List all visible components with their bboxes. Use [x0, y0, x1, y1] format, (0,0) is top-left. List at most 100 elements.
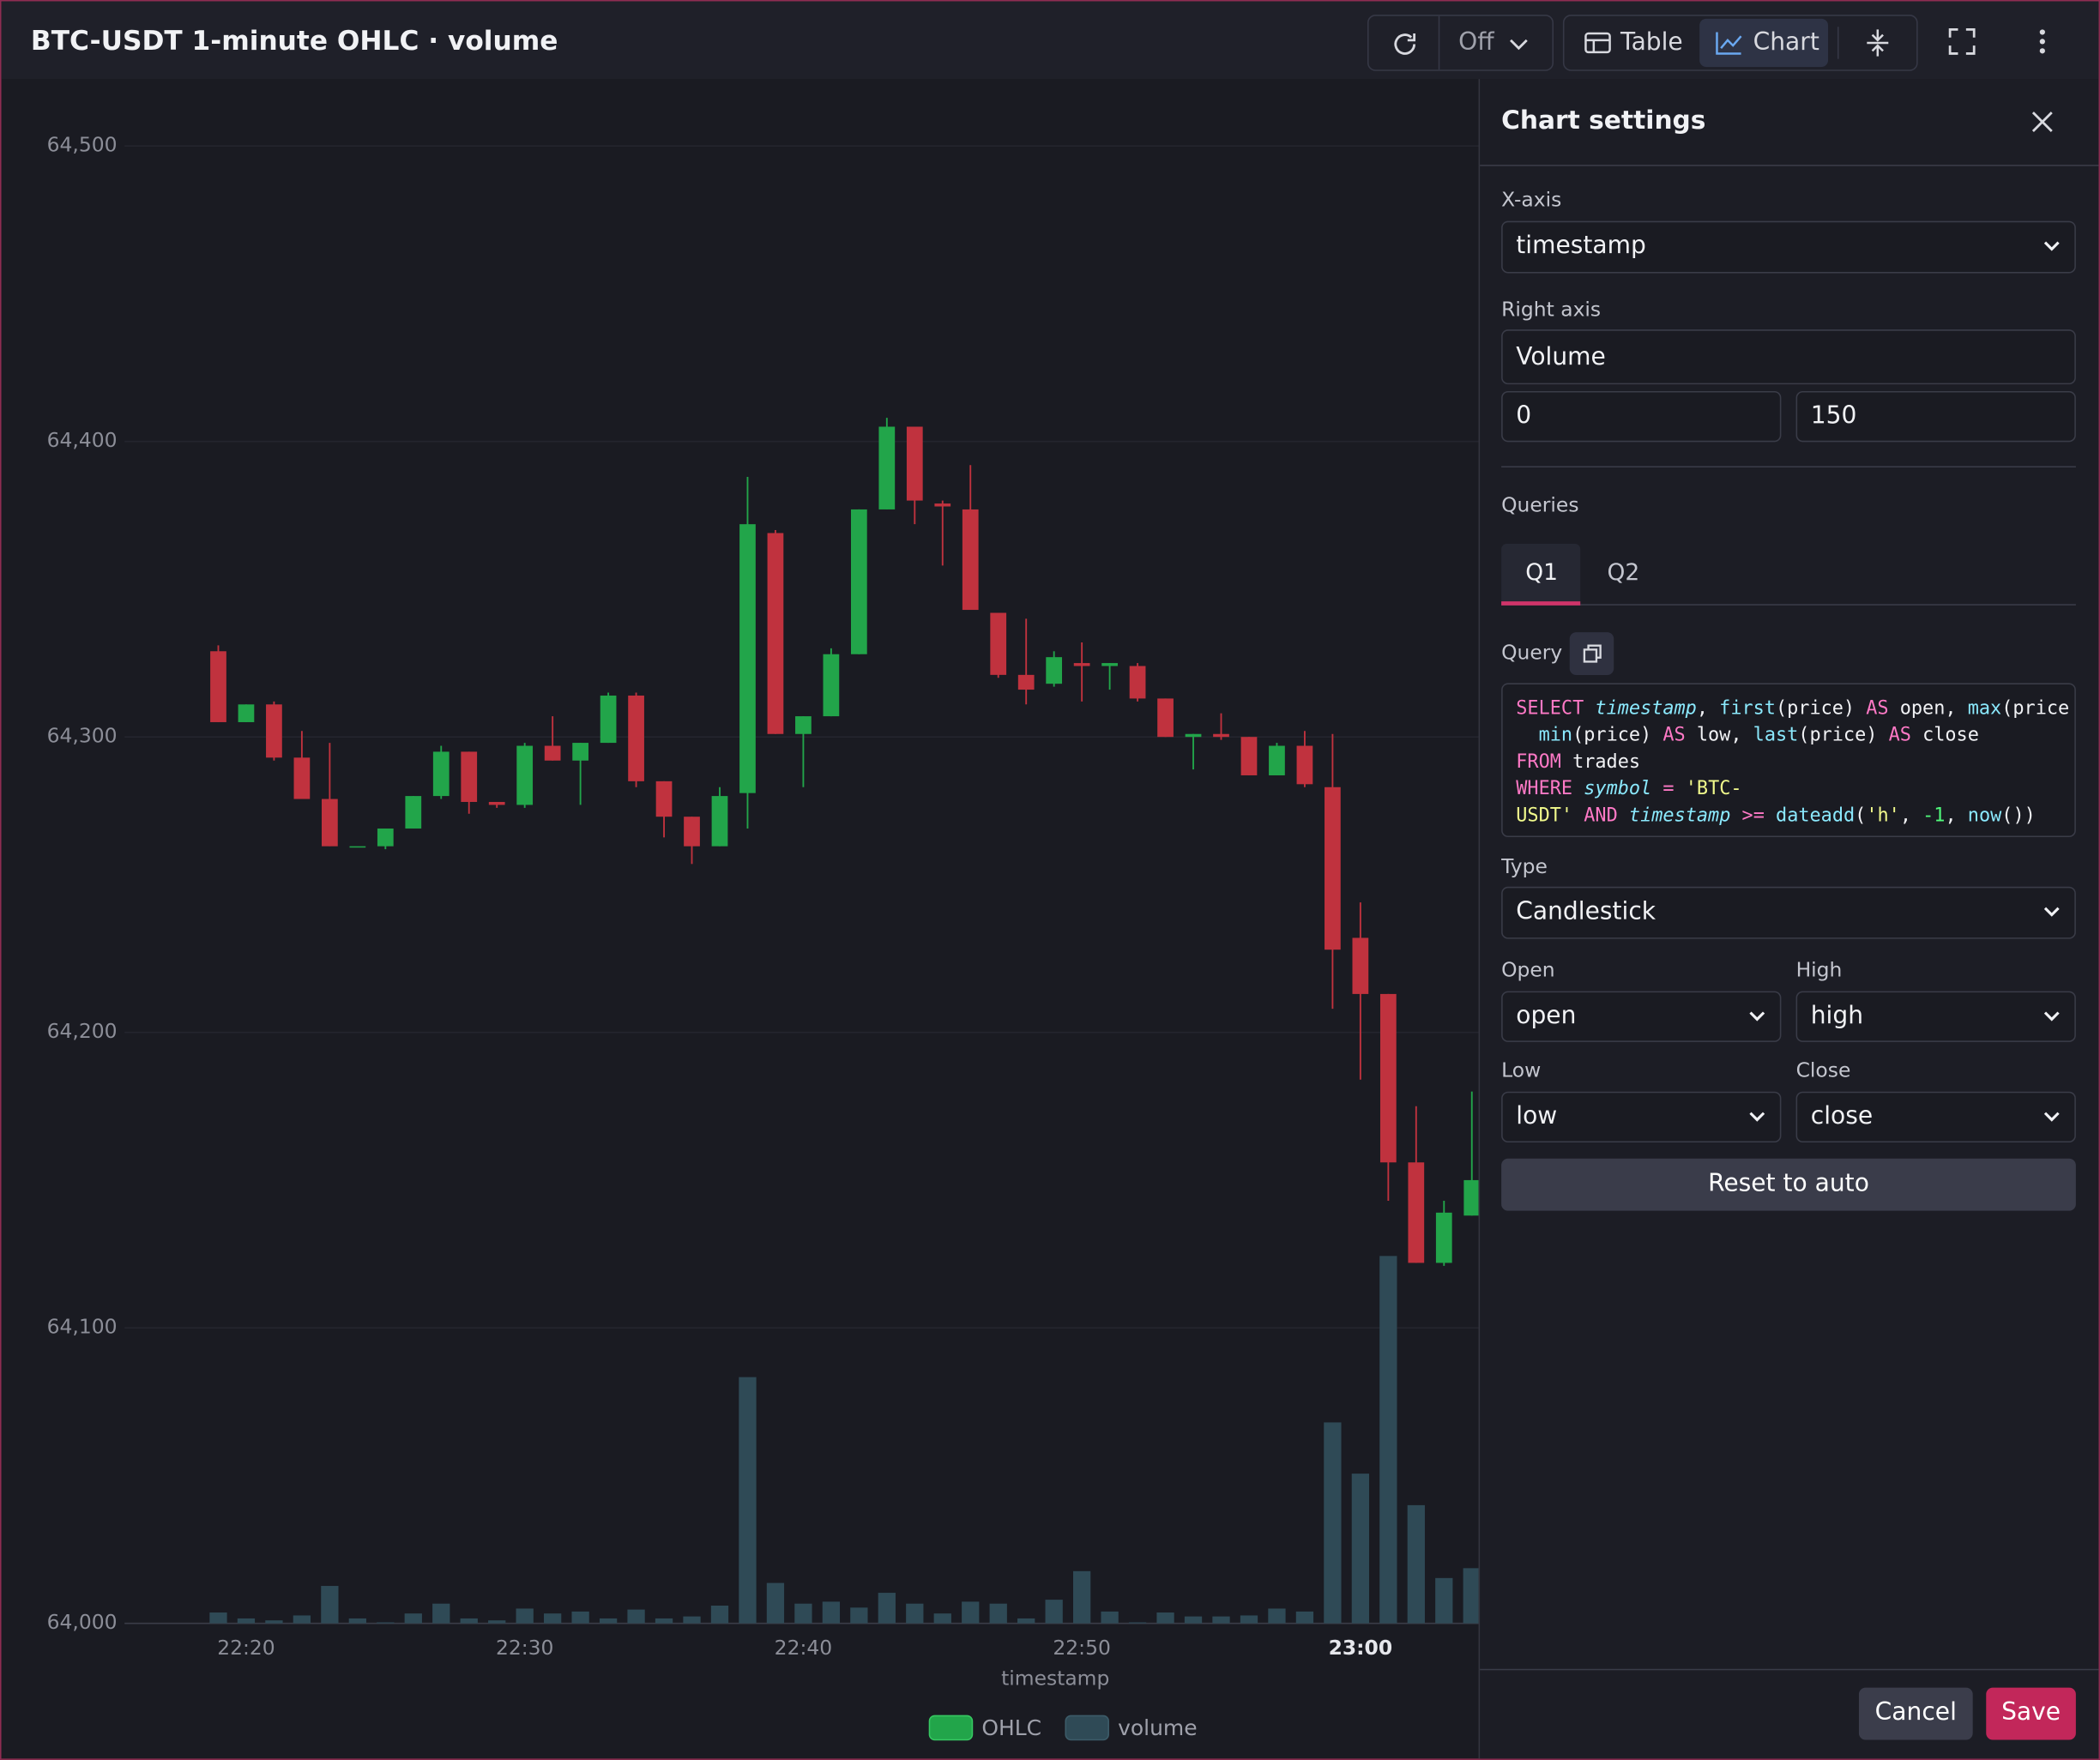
candle-body	[711, 796, 728, 847]
reset-button[interactable]: Reset to auto	[1501, 1158, 2076, 1211]
volume-bar	[488, 1620, 506, 1624]
high-select[interactable]: high	[1795, 991, 2076, 1042]
select-value: high	[1810, 1002, 1864, 1030]
candle-body	[600, 695, 617, 744]
fullscreen-icon[interactable]	[1948, 27, 1976, 55]
panel-title: Chart settings	[1501, 105, 1706, 136]
volume-bar	[766, 1582, 785, 1624]
divider	[1438, 15, 1440, 70]
candle-body	[544, 745, 561, 761]
volume-bar	[933, 1613, 951, 1624]
volume-bar	[1184, 1616, 1203, 1624]
x-axis-title: timestamp	[1001, 1667, 1109, 1691]
volume-bar	[460, 1618, 478, 1624]
field-label: High	[1795, 957, 1843, 982]
volume-bar	[1407, 1504, 1425, 1624]
divider	[1501, 466, 2076, 467]
query-tab[interactable]: Q1	[1525, 559, 1558, 587]
volume-bar	[544, 1613, 562, 1624]
volume-bar	[1045, 1600, 1063, 1624]
x-tick-label: 22:50	[1053, 1636, 1110, 1660]
volume-bar	[321, 1586, 339, 1624]
volume-bar	[822, 1601, 841, 1624]
x-tick-label: 23:00	[1329, 1636, 1393, 1660]
y-tick-label: 64,200	[47, 1019, 118, 1043]
refresh-interval[interactable]: Off	[1458, 27, 1494, 57]
candle-body	[1408, 1162, 1425, 1263]
chevron-icon	[1749, 1011, 1765, 1022]
candle-body	[1101, 663, 1118, 666]
volume-bar	[1295, 1611, 1314, 1624]
legend-label: volume	[1118, 1715, 1197, 1740]
chart-button-bg[interactable]	[1699, 18, 1829, 68]
type-select[interactable]: Candlestick	[1501, 886, 2076, 939]
tab-bg[interactable]	[1501, 544, 1581, 605]
volume-bar	[1240, 1615, 1258, 1624]
refresh-icon[interactable]	[1391, 29, 1420, 58]
y-tick-label: 64,500	[47, 133, 118, 157]
volume-bar	[850, 1607, 868, 1624]
field-label: Type	[1501, 854, 1548, 879]
candle-body	[210, 651, 226, 722]
right-axis-min[interactable]: 0	[1501, 390, 1782, 443]
volume-bar	[683, 1616, 701, 1624]
copy-icon	[1583, 644, 1602, 663]
candle-body	[934, 503, 951, 507]
candle-body	[432, 751, 450, 797]
chart-icon	[1716, 32, 1742, 55]
y-tick-label: 64,300	[47, 724, 118, 748]
cancel-button[interactable]: Cancel	[1858, 1687, 1973, 1740]
query-tab[interactable]: Q2	[1607, 559, 1640, 587]
volume-bar	[1379, 1256, 1397, 1624]
query-editor[interactable]: SELECT timestamp, first(price) AS open, …	[1501, 683, 2076, 837]
chevron-icon	[2043, 907, 2060, 917]
candle-body	[1296, 745, 1313, 785]
volume-bar	[989, 1603, 1007, 1624]
query-line: WHERE symbol = 'BTC-	[1516, 778, 1742, 800]
low-select[interactable]: low	[1501, 1091, 1782, 1143]
field-label: Open	[1501, 957, 1555, 982]
save-button[interactable]: Save	[1986, 1687, 2076, 1740]
table-button[interactable]: Table	[1620, 27, 1683, 57]
right-axis-max[interactable]: 150	[1795, 390, 2076, 443]
volume-bar	[655, 1618, 673, 1624]
volume-bar	[265, 1620, 283, 1624]
candle-body	[572, 743, 588, 761]
candle-body	[238, 704, 255, 722]
candle-body	[684, 817, 700, 847]
candle-body	[1046, 657, 1063, 684]
y-tick-label: 64,100	[47, 1315, 118, 1339]
chart-button[interactable]: Chart	[1753, 27, 1819, 57]
candle-body	[767, 533, 784, 734]
copy-button[interactable]	[1569, 632, 1614, 676]
candle-body	[1157, 698, 1174, 738]
candle-body	[878, 426, 896, 509]
y-tick-label: 64,000	[47, 1610, 118, 1634]
volume-bar	[627, 1609, 645, 1624]
divider	[1501, 604, 2076, 606]
close-icon[interactable]	[2031, 112, 2053, 133]
collapse-icon[interactable]	[1864, 28, 1891, 57]
right-axis-input[interactable]: Volume	[1501, 329, 2076, 385]
chevron-icon	[2043, 1011, 2060, 1022]
candle-body	[293, 757, 311, 799]
select-value: open	[1516, 1002, 1577, 1030]
candle-body	[1435, 1212, 1452, 1263]
query-line: SELECT timestamp, first(price) AS open, …	[1516, 697, 2070, 720]
open-select[interactable]: open	[1501, 991, 1782, 1042]
volume-bar	[516, 1608, 534, 1624]
volume-bar	[432, 1603, 450, 1624]
legend-swatch	[928, 1715, 974, 1741]
close-select[interactable]: close	[1795, 1091, 2076, 1143]
candle-body	[461, 751, 478, 802]
menu-icon[interactable]	[2037, 28, 2048, 55]
volume-bar	[237, 1618, 256, 1624]
x-axis-select[interactable]: timestamp	[1501, 220, 2076, 274]
volume-bar	[1463, 1568, 1479, 1624]
field-label: Close	[1795, 1058, 1851, 1082]
candle-body	[1213, 733, 1229, 738]
y-tick-label: 64,400	[47, 428, 118, 452]
chart: 64,000 64,100 64,200 64,300 64,400 64,500 22:2…	[47, 133, 1479, 1741]
select-value: close	[1810, 1102, 1874, 1130]
